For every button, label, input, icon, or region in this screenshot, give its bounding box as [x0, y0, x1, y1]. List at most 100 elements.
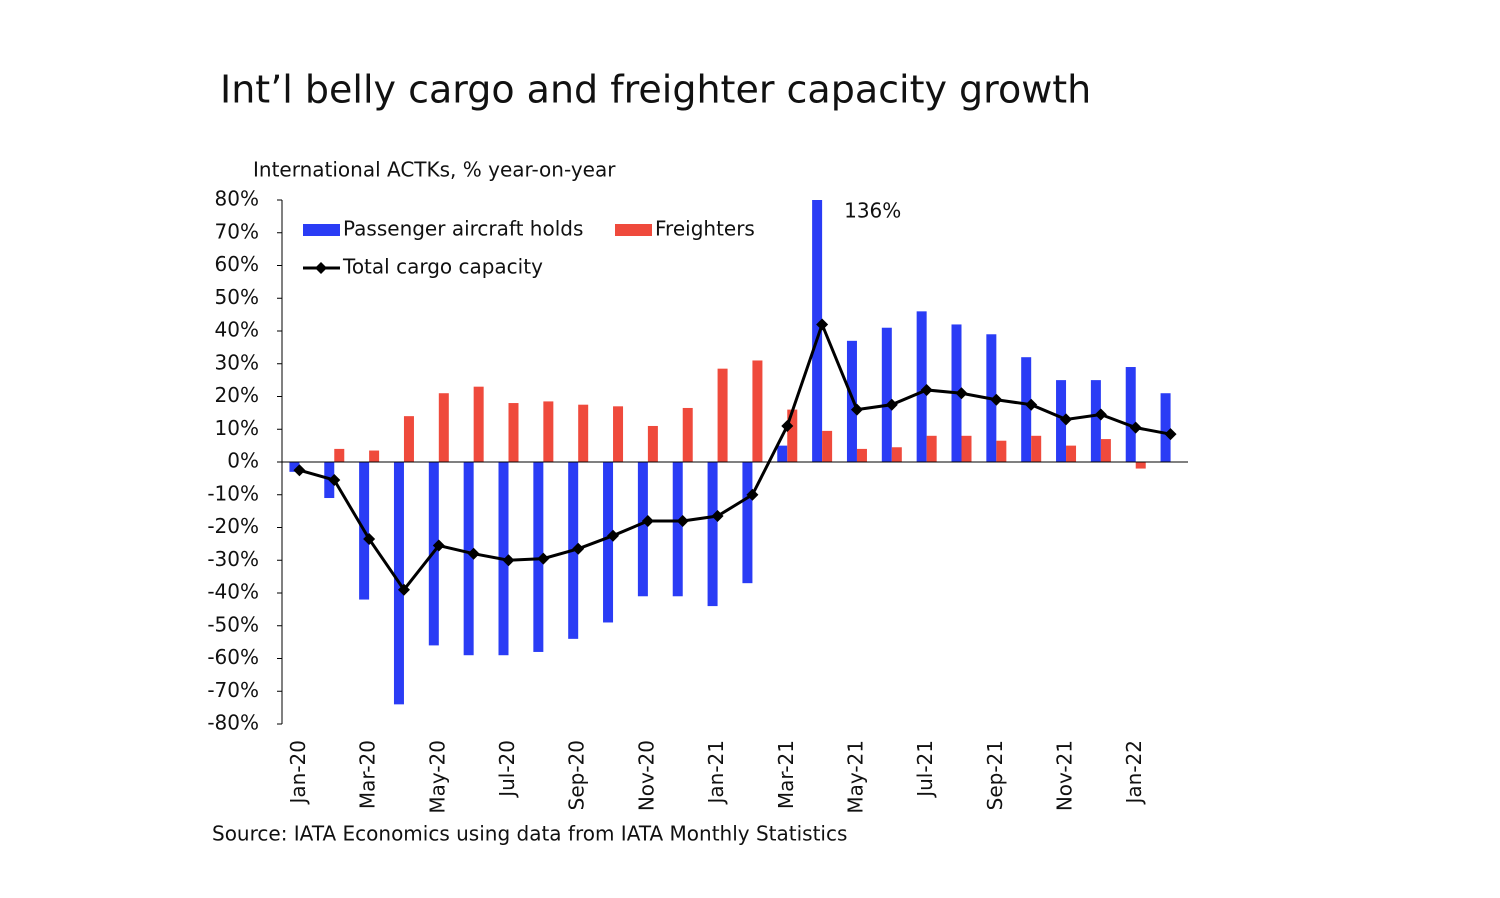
x-tick-label: Jan-20: [286, 740, 310, 806]
y-tick-label: 30%: [215, 350, 259, 374]
line-marker: [293, 464, 306, 477]
line-marker: [746, 488, 759, 501]
y-tick-label: -70%: [207, 678, 259, 702]
bar: [463, 462, 474, 656]
bar: [856, 448, 867, 462]
line-marker: [537, 552, 550, 565]
y-tick-label: 20%: [215, 383, 259, 407]
x-tick-label: Nov-20: [634, 740, 658, 811]
x-tick-label: Sep-21: [983, 740, 1007, 810]
bar: [508, 403, 519, 462]
x-tick-label: May-21: [843, 740, 867, 814]
legend-marker: [315, 262, 327, 274]
bar: [916, 311, 927, 462]
data-label: 136%: [844, 199, 901, 223]
legend-swatch: [303, 224, 340, 236]
line-marker: [572, 542, 585, 555]
plot-area: [289, 200, 1177, 705]
x-tick-label: Jul-20: [495, 740, 519, 799]
bar: [543, 401, 554, 462]
legend-swatch: [615, 224, 652, 236]
line-series: [299, 320, 1171, 593]
bar: [926, 435, 937, 462]
x-tick-label: Jan-21: [704, 740, 728, 806]
legend-label: Total cargo capacity: [342, 255, 543, 279]
bar: [812, 200, 823, 462]
bar: [672, 462, 683, 597]
bar: [777, 445, 788, 462]
x-tick-label: Jan-22: [1122, 740, 1146, 806]
bar: [881, 327, 892, 462]
bar: [717, 368, 728, 462]
bar: [1090, 380, 1101, 462]
line-marker: [920, 383, 933, 396]
y-tick-label: -80%: [207, 711, 259, 735]
bar: [996, 440, 1007, 462]
line-marker: [955, 387, 968, 400]
y-tick-label: 10%: [215, 416, 259, 440]
chart-title: Int’l belly cargo and freighter capacity…: [220, 68, 1091, 112]
line-marker: [1129, 421, 1142, 434]
bar: [1160, 393, 1171, 462]
y-tick-label: 80%: [215, 187, 259, 211]
line-marker: [1025, 398, 1038, 411]
line-marker: [885, 398, 898, 411]
line-marker: [641, 514, 654, 527]
x-tick-label: May-20: [425, 740, 449, 814]
y-tick-label: 40%: [215, 318, 259, 342]
bar: [1031, 435, 1042, 462]
source-note: Source: IATA Economics using data from I…: [212, 822, 847, 846]
bar: [637, 462, 648, 597]
bar: [334, 448, 345, 462]
x-tick-label: Nov-21: [1053, 740, 1077, 811]
bar: [1021, 357, 1032, 462]
line-marker: [711, 510, 724, 523]
legend-label: Passenger aircraft holds: [343, 217, 583, 241]
bar: [403, 416, 414, 462]
y-tick-label: -30%: [207, 547, 259, 571]
bar: [289, 462, 300, 472]
bar: [473, 386, 484, 462]
y-tick-label: 60%: [215, 252, 259, 276]
bar: [603, 462, 614, 623]
bar: [742, 462, 753, 584]
bar: [891, 447, 902, 462]
line-marker: [328, 474, 341, 487]
line-marker: [816, 318, 829, 331]
x-tick-label: Sep-20: [565, 740, 589, 810]
line-marker: [363, 532, 376, 545]
bar: [1135, 462, 1146, 469]
bar: [961, 435, 972, 462]
line-marker: [676, 514, 689, 527]
x-tick-label: Mar-21: [774, 740, 798, 809]
bar: [752, 360, 763, 462]
bar: [846, 340, 857, 462]
bar: [1056, 380, 1067, 462]
bar: [1066, 445, 1077, 462]
y-tick-label: -50%: [207, 612, 259, 636]
bar: [533, 462, 544, 652]
bar: [1125, 367, 1136, 462]
bar: [613, 406, 624, 462]
line-marker: [432, 539, 445, 552]
line-marker: [850, 403, 863, 416]
line-marker: [397, 583, 410, 596]
line-marker: [1060, 413, 1073, 426]
line-marker: [990, 393, 1003, 406]
x-tick-label: Mar-20: [356, 740, 380, 809]
bar: [682, 407, 693, 462]
bar: [647, 425, 658, 462]
bar: [369, 450, 380, 462]
bar: [822, 430, 833, 462]
line-marker: [467, 547, 480, 560]
y-tick-label: -60%: [207, 645, 259, 669]
y-tick-label: 50%: [215, 285, 259, 309]
y-axis-label: International ACTKs, % year-on-year: [253, 158, 616, 182]
bar: [707, 462, 718, 607]
line-marker: [1164, 428, 1177, 441]
y-tick-label: 70%: [215, 219, 259, 243]
bar: [1100, 439, 1111, 462]
x-tick-label: Jul-21: [913, 740, 937, 799]
y-tick-label: -20%: [207, 514, 259, 538]
